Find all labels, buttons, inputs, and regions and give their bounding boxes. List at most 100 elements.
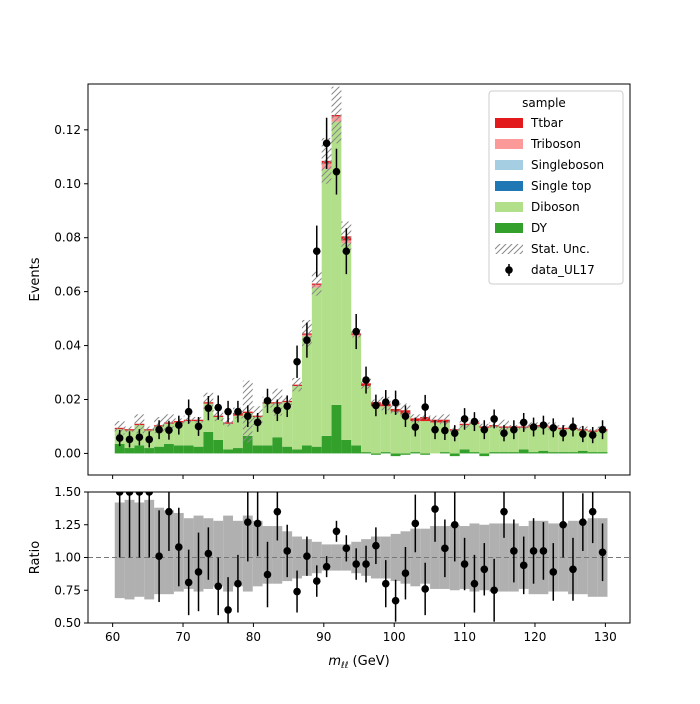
legend-swatch-stat-unc — [495, 244, 523, 254]
ratio-point — [529, 547, 538, 555]
dy-bar — [351, 445, 362, 454]
ratio-point — [194, 568, 203, 576]
ratio-y-tick-label: 1.25 — [54, 518, 81, 532]
dy-bar — [301, 445, 312, 454]
ratio-point — [381, 579, 390, 588]
main-frame — [87, 83, 631, 476]
data-point — [125, 435, 134, 444]
data-point — [155, 425, 163, 434]
ratio-panel — [88, 492, 630, 623]
data-point — [529, 423, 538, 431]
diboson-bar — [548, 427, 559, 453]
stat-unc-band — [311, 271, 322, 296]
data-point — [431, 425, 439, 434]
ratio-point — [352, 560, 360, 568]
dy-bar — [548, 452, 559, 454]
ratio-point — [421, 585, 429, 593]
data-point — [234, 407, 242, 416]
diboson-bar — [508, 427, 519, 453]
diboson-bar — [597, 430, 608, 453]
dy-bar — [124, 448, 135, 454]
dy-bar — [292, 449, 302, 454]
data-point — [342, 247, 351, 255]
dy-bar — [311, 446, 322, 454]
ratio-point — [214, 582, 223, 591]
diboson-bar — [311, 287, 322, 447]
legend-label: DY — [531, 221, 548, 235]
dy-bar — [272, 437, 283, 454]
dy-bar — [331, 404, 342, 454]
dy-bar — [390, 453, 401, 457]
ratio-point — [332, 527, 341, 536]
data-point — [510, 425, 518, 434]
dy-bar — [213, 439, 224, 454]
stat-unc-band — [134, 414, 145, 434]
diboson-bar — [183, 421, 194, 446]
diboson-bar — [469, 423, 480, 453]
diboson-bar — [390, 411, 401, 454]
y-tick-label: 0.04 — [54, 339, 81, 353]
data-point — [194, 422, 203, 431]
ratio-point — [510, 547, 518, 555]
diboson-bar — [410, 421, 421, 453]
legend-label: Stat. Unc. — [531, 242, 590, 256]
data-point — [303, 336, 311, 344]
ratio-y-tick-label: 1.50 — [54, 485, 81, 499]
ratio-point — [598, 548, 607, 557]
data-point — [372, 401, 380, 410]
dy-bar — [321, 435, 332, 454]
ratio-point — [322, 562, 331, 571]
dy-bar — [568, 452, 578, 454]
data-point — [588, 431, 597, 439]
diboson-bar — [568, 429, 578, 453]
ratio-y-tick-label: 0.75 — [54, 583, 81, 597]
legend-data-marker — [505, 266, 513, 274]
dy-bar — [469, 452, 480, 454]
dy-bar — [114, 443, 125, 454]
diboson-bar — [282, 402, 293, 447]
ratio-point — [125, 492, 134, 496]
ratio-point — [411, 519, 420, 528]
dy-bar — [193, 446, 204, 454]
ratio-unc-band — [223, 515, 234, 592]
dy-bar — [449, 453, 460, 457]
dy-bar — [459, 449, 470, 454]
dy-bar — [233, 448, 243, 454]
ratio-point — [303, 552, 311, 560]
stat-unc-band — [114, 421, 125, 435]
data-point — [184, 407, 193, 416]
legend: sample Ttbar Triboson Singleboson Single top… — [488, 90, 624, 285]
diboson-bar — [262, 403, 273, 446]
ratio-unc-band — [164, 510, 174, 595]
legend-swatch — [495, 118, 523, 128]
data-point — [165, 426, 173, 435]
data-point — [253, 418, 262, 427]
diboson-bar — [370, 406, 381, 454]
dy-bar — [597, 452, 608, 454]
x-tick-label: 90 — [316, 630, 331, 644]
data-point — [115, 434, 124, 442]
ratio-point — [519, 561, 528, 570]
data-point — [598, 425, 607, 434]
data-point — [411, 423, 420, 431]
dy-bar — [518, 449, 529, 454]
ratio-point — [224, 606, 232, 614]
dy-bar — [528, 452, 539, 454]
data-point — [175, 421, 183, 429]
x-tick-label: 110 — [453, 630, 476, 644]
ratio-unc-band — [410, 528, 421, 587]
ratio-point — [588, 507, 597, 516]
ratio-point — [283, 547, 292, 555]
dy-bar — [154, 446, 165, 454]
data-point — [519, 418, 528, 427]
ratio-point — [539, 547, 548, 555]
diboson-bar — [479, 427, 490, 454]
legend-label: Diboson — [531, 200, 580, 214]
data-point — [450, 429, 459, 438]
legend-swatch — [495, 139, 523, 149]
dy-bar — [223, 449, 234, 454]
ratio-point — [431, 505, 439, 513]
data-point — [204, 404, 213, 412]
